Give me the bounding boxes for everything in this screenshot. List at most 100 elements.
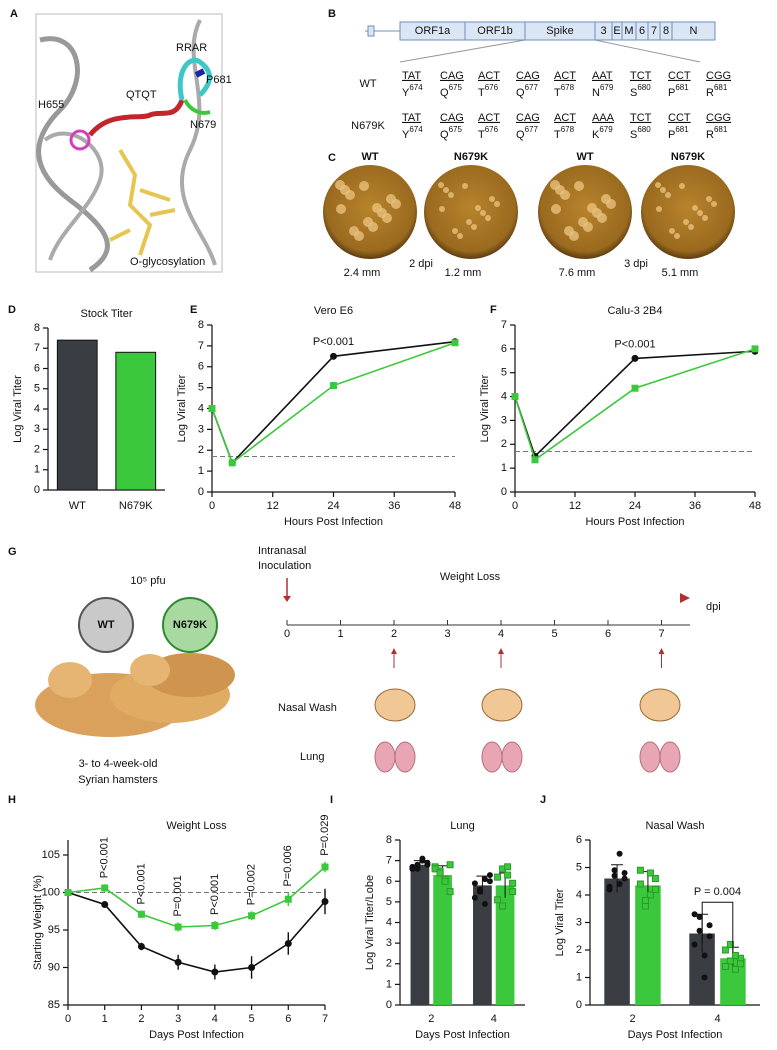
panel-letter: B	[328, 8, 336, 20]
residue: Q675	[440, 125, 462, 141]
x-tick-label: 7	[322, 1013, 328, 1025]
sample-label: Nasal Wash	[278, 702, 337, 714]
plaque	[466, 219, 472, 225]
animal-label: Syrian hamsters	[78, 774, 158, 786]
point	[486, 878, 493, 885]
residue-letter: T	[554, 129, 561, 141]
point	[706, 922, 713, 929]
plaque	[660, 187, 666, 193]
y-tick-label: 1	[386, 978, 392, 990]
point	[721, 946, 729, 954]
point	[611, 872, 618, 879]
structure-label: N679	[190, 119, 216, 131]
point	[646, 869, 654, 877]
residue: Y674	[402, 83, 423, 99]
x-tick-label: 6	[285, 1013, 291, 1025]
residue-letter: T	[478, 87, 485, 99]
codon: TAT	[402, 70, 421, 82]
plaque	[665, 192, 671, 198]
chart-title: Nasal Wash	[646, 820, 705, 832]
segment-label: N	[690, 25, 698, 37]
marker	[248, 912, 256, 920]
point	[494, 896, 502, 904]
plaque	[345, 190, 355, 200]
codon: TCT	[630, 70, 652, 82]
genome-diagram	[365, 25, 701, 63]
point	[621, 875, 628, 882]
point	[509, 888, 517, 896]
series-line	[67, 891, 326, 973]
residue: S680	[630, 125, 651, 141]
residue-position: 679	[599, 125, 613, 134]
annotation: P<0.001	[313, 336, 354, 348]
plaque	[354, 231, 364, 241]
time-label: 3 dpi	[624, 258, 648, 270]
residue: T676	[478, 125, 499, 141]
y-tick-label: 4	[576, 889, 582, 901]
point	[419, 855, 426, 862]
residue-position: 677	[525, 83, 539, 92]
p-value: P<0.001	[99, 837, 111, 878]
codon: TAT	[402, 112, 421, 124]
residue-position: 680	[637, 125, 651, 134]
y-tick-label: 0	[501, 486, 507, 498]
y-tick-label: 4	[501, 390, 507, 402]
panel-letter: H	[8, 794, 16, 806]
chart-title: Calu-3 2B4	[607, 305, 662, 317]
point	[441, 877, 449, 885]
point	[509, 879, 517, 887]
day-label: 2	[391, 628, 397, 640]
marker	[228, 459, 236, 467]
plaque	[560, 190, 570, 200]
plaque	[391, 199, 401, 209]
y-tick-label: 2	[576, 944, 582, 956]
plaque-size: 2.4 mm	[344, 267, 381, 279]
point	[481, 900, 488, 907]
day-label: 7	[658, 628, 664, 640]
residue: P681	[668, 83, 689, 99]
axis-label: dpi	[706, 601, 721, 613]
y-tick-label: 7	[34, 342, 40, 354]
point	[651, 886, 659, 893]
panel-letter: E	[190, 304, 197, 316]
plaque	[706, 196, 712, 202]
plate-label: WT	[361, 151, 378, 163]
x-tick-label: 36	[388, 500, 400, 512]
residue-position: 674	[409, 83, 423, 92]
residue: R681	[706, 125, 728, 141]
plaque	[683, 219, 689, 225]
residue-letter: Y	[402, 87, 410, 99]
day-label: 6	[605, 628, 611, 640]
y-tick-label: 2	[198, 444, 204, 456]
residue-letter: S	[630, 87, 637, 99]
y-axis-label: Log Viral Titer	[176, 374, 188, 442]
point	[726, 957, 734, 965]
x-axis-label: Hours Post Infection	[284, 516, 383, 528]
x-tick-label: 48	[449, 500, 461, 512]
point	[691, 941, 698, 948]
bar	[410, 864, 430, 1005]
codon: AAT	[592, 70, 613, 82]
plate-label: WT	[576, 151, 593, 163]
plaque	[711, 201, 717, 207]
codon: CGG	[706, 112, 731, 124]
marker	[631, 354, 639, 362]
point	[471, 894, 478, 901]
p-value: P=0.001	[172, 875, 184, 916]
plaque	[702, 215, 708, 221]
plaque	[475, 205, 481, 211]
marker	[284, 895, 292, 903]
sample-label: Lung	[300, 751, 324, 763]
y-tick-label: 6	[576, 834, 582, 846]
marker	[137, 910, 145, 918]
structure-label: P681	[206, 74, 232, 86]
annotation: P = 0.004	[694, 886, 741, 898]
chart-title: Weight Loss	[166, 820, 227, 832]
plaque	[606, 199, 616, 209]
plaque	[368, 222, 378, 232]
y-tick-label: 2	[34, 443, 40, 455]
y-tick-label: 1	[501, 462, 507, 474]
arrow-head	[391, 648, 397, 654]
p-value: P=0.006	[282, 845, 294, 886]
plaque	[583, 222, 593, 232]
